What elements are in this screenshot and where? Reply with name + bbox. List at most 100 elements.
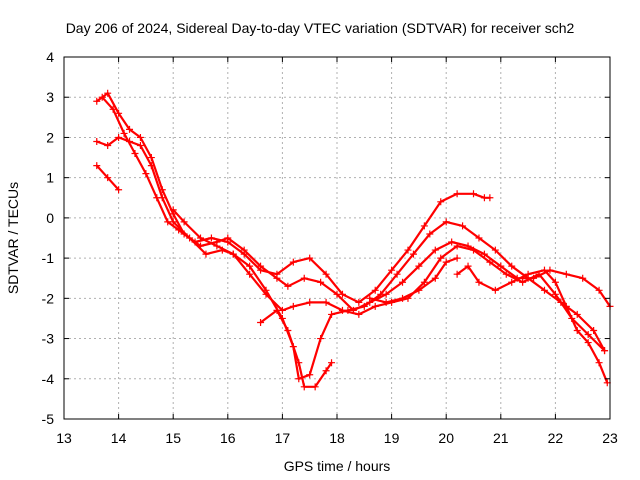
y-axis-ticks: -5 -4 -3 -2 -1 0 1 2 3 4 (42, 49, 610, 427)
data-point (584, 331, 592, 339)
data-point (131, 150, 139, 158)
data-point (360, 302, 368, 310)
series-track-5 (257, 306, 336, 391)
data-point (601, 347, 609, 355)
data-point (355, 298, 363, 306)
data-point (355, 310, 363, 318)
data-point (470, 246, 477, 254)
data-point (273, 306, 281, 314)
data-point (311, 383, 319, 391)
series-line (456, 265, 609, 384)
data-point (295, 375, 303, 383)
data-point (93, 97, 101, 105)
x-tick-label: 17 (275, 430, 291, 446)
series-track-1 (93, 89, 614, 314)
y-tick-label: -2 (42, 290, 55, 306)
data-point (104, 89, 112, 97)
data-point (388, 266, 396, 274)
data-point (224, 238, 232, 246)
data-point (595, 359, 603, 367)
y-tick-label: 2 (46, 129, 54, 145)
data-point (104, 174, 112, 182)
data-point (158, 194, 166, 202)
x-tick-label: 22 (548, 430, 564, 446)
data-point (562, 270, 570, 278)
data-point (371, 286, 379, 294)
data-point (508, 262, 516, 270)
x-tick-label: 16 (220, 430, 236, 446)
data-point (262, 290, 270, 298)
data-point (366, 294, 374, 302)
data-point (497, 262, 505, 270)
data-point (551, 290, 559, 298)
data-point (257, 318, 265, 326)
data-point (491, 286, 499, 294)
x-tick-label: 18 (329, 430, 345, 446)
data-point (240, 250, 248, 258)
x-tick-label: 15 (165, 430, 181, 446)
data-point (486, 258, 494, 266)
series-track-4 (169, 206, 609, 355)
data-point (431, 274, 439, 282)
data-point (464, 262, 472, 270)
data-point (115, 133, 123, 141)
data-point (306, 298, 314, 306)
data-point (409, 250, 417, 258)
data-point (284, 282, 292, 290)
data-point (328, 359, 336, 367)
data-point (202, 250, 210, 258)
data-point (180, 218, 188, 226)
x-axis-label: GPS time / hours (284, 458, 391, 474)
data-point (147, 154, 155, 162)
y-tick-label: 4 (46, 49, 54, 65)
data-point (579, 274, 587, 282)
data-point (491, 246, 499, 254)
data-point (420, 222, 428, 230)
data-point (524, 270, 532, 278)
data-point (573, 310, 581, 318)
series-line (101, 96, 491, 304)
data-point (289, 258, 297, 266)
y-tick-label: 0 (46, 210, 54, 226)
data-point (540, 286, 548, 294)
data-point (431, 246, 439, 254)
data-point (508, 278, 516, 286)
data-point (246, 262, 254, 270)
data-point (104, 141, 112, 149)
data-point (470, 190, 477, 198)
data-point (453, 242, 461, 250)
data-point (453, 190, 461, 198)
data-point (317, 278, 325, 286)
data-point (126, 137, 134, 145)
data-point (590, 327, 598, 335)
data-point (322, 270, 330, 278)
data-point (142, 170, 150, 178)
data-point (453, 254, 461, 262)
data-point (109, 105, 117, 113)
data-point (136, 141, 144, 149)
data-point (322, 298, 330, 306)
data-point (540, 266, 548, 274)
chart-grid (64, 57, 610, 419)
data-point (93, 137, 101, 145)
data-point (459, 222, 467, 230)
data-point (93, 162, 101, 170)
x-axis-ticks: 13 14 15 16 17 18 19 20 21 22 23 (56, 57, 618, 446)
x-tick-label: 21 (493, 430, 509, 446)
data-point (197, 234, 204, 242)
data-point (126, 125, 134, 133)
data-point (377, 290, 385, 298)
data-point (338, 306, 346, 314)
data-point (486, 194, 494, 202)
series-track-8 (93, 162, 123, 194)
x-tick-label: 14 (111, 430, 127, 446)
y-tick-label: -5 (42, 411, 55, 427)
data-point (426, 230, 434, 238)
data-point (480, 250, 488, 258)
data-point (551, 278, 559, 286)
y-axis-label: SDTVAR / TECUs (5, 182, 21, 294)
data-point (246, 270, 254, 278)
data-point (404, 246, 412, 254)
data-point (415, 262, 423, 270)
series-track-2 (98, 93, 494, 306)
